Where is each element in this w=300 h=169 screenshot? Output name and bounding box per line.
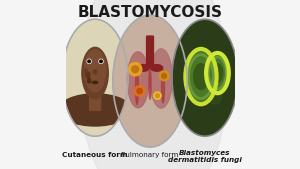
Ellipse shape [212, 64, 223, 82]
Ellipse shape [84, 50, 106, 92]
FancyBboxPatch shape [90, 86, 101, 110]
Ellipse shape [127, 52, 149, 108]
Ellipse shape [194, 64, 208, 89]
Circle shape [134, 86, 145, 96]
Ellipse shape [151, 65, 163, 71]
Ellipse shape [85, 69, 87, 73]
Ellipse shape [161, 70, 164, 103]
Circle shape [88, 60, 91, 63]
Text: BLASTOMYCOSIS: BLASTOMYCOSIS [77, 5, 223, 20]
Circle shape [128, 63, 142, 76]
Ellipse shape [207, 54, 228, 92]
Ellipse shape [150, 49, 172, 108]
Circle shape [159, 71, 169, 81]
Ellipse shape [184, 53, 202, 79]
Ellipse shape [87, 59, 91, 63]
Ellipse shape [62, 19, 128, 136]
Ellipse shape [88, 78, 91, 83]
Text: Pulmonary form: Pulmonary form [121, 152, 179, 158]
Circle shape [132, 66, 139, 73]
Circle shape [162, 73, 167, 78]
Ellipse shape [136, 71, 139, 104]
Circle shape [154, 92, 161, 99]
Ellipse shape [113, 15, 187, 147]
Ellipse shape [137, 65, 149, 71]
Ellipse shape [207, 81, 222, 104]
Ellipse shape [86, 72, 90, 78]
Text: Cutaneous form: Cutaneous form [62, 152, 128, 158]
Text: Blastomyces
dermatitidis fungi: Blastomyces dermatitidis fungi [168, 150, 242, 163]
Ellipse shape [59, 94, 131, 126]
Ellipse shape [82, 47, 108, 99]
Ellipse shape [79, 0, 228, 169]
Circle shape [100, 60, 102, 63]
Circle shape [156, 94, 159, 98]
Ellipse shape [172, 19, 238, 136]
Ellipse shape [99, 59, 103, 63]
Ellipse shape [187, 51, 215, 102]
Ellipse shape [149, 70, 151, 99]
Ellipse shape [92, 81, 98, 84]
FancyBboxPatch shape [147, 36, 153, 67]
Circle shape [137, 88, 142, 94]
Ellipse shape [93, 70, 97, 74]
